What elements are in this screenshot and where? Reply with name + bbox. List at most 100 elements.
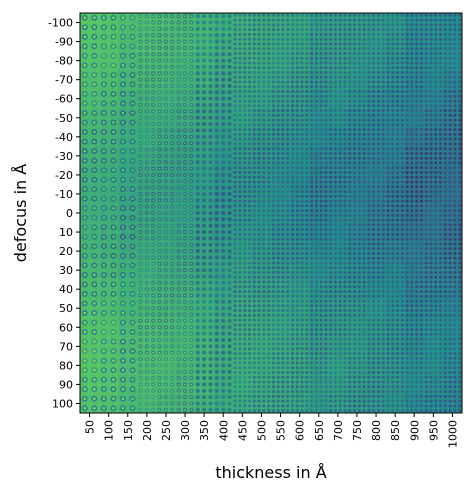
tile-spot-core — [165, 104, 167, 106]
tile-spot — [305, 51, 309, 56]
tile-spot — [214, 344, 219, 349]
tile — [251, 70, 272, 90]
tile-spot — [367, 175, 371, 179]
tile-spot — [305, 337, 309, 341]
tile-spot — [381, 351, 385, 356]
tile-spot-core — [177, 345, 180, 348]
tile-spot — [252, 123, 256, 127]
tile-spot-core — [171, 193, 174, 195]
tile-spot — [281, 47, 285, 51]
tile-spot — [202, 26, 207, 31]
tile-spot — [286, 290, 290, 294]
tile-spot — [329, 399, 333, 403]
tile-spot — [290, 156, 295, 160]
tile-spot-core — [131, 187, 134, 191]
tile-spot — [271, 242, 275, 246]
tile-spot — [267, 390, 271, 394]
tile-spot — [252, 370, 256, 375]
tile-spot — [343, 118, 347, 122]
tile-spot — [343, 151, 347, 156]
tile-spot — [338, 147, 342, 151]
tile-spot — [362, 266, 366, 270]
tile-spot — [214, 191, 219, 196]
tile-spot — [357, 151, 361, 156]
tile-spot — [329, 285, 333, 289]
tile-spot — [310, 61, 314, 65]
tile-spot-core — [152, 212, 155, 214]
tile-spot — [324, 251, 328, 256]
tile-spot — [314, 285, 318, 289]
tile-spot — [290, 394, 295, 398]
tile-spot — [305, 85, 309, 89]
tile-spot-core — [184, 237, 186, 240]
tile-spot — [281, 156, 285, 160]
tile-spot — [329, 299, 333, 303]
tile-spot — [233, 32, 237, 36]
tile-spot — [324, 61, 328, 65]
tile-spot — [295, 18, 299, 22]
tile-spot-core — [112, 302, 115, 305]
tile-spot — [238, 199, 242, 203]
tile-spot-core — [184, 345, 186, 348]
tile-spot-core — [93, 64, 96, 67]
tile-spot — [305, 56, 309, 60]
tile-spot — [238, 228, 242, 232]
tile — [232, 317, 253, 338]
tile-spot — [252, 104, 256, 108]
tile-spot — [362, 304, 366, 308]
tile-spot-core — [93, 121, 96, 124]
tile-spot — [195, 388, 200, 393]
tile-spot-core — [184, 339, 186, 341]
tile-spot — [214, 306, 219, 311]
tile — [328, 279, 348, 300]
tile-spot — [257, 318, 261, 322]
tile-spot — [238, 156, 242, 160]
tile-spot — [202, 223, 207, 228]
tile-spot — [286, 299, 290, 303]
tile-spot — [376, 80, 380, 84]
tile-spot — [290, 175, 295, 179]
tile-spot — [271, 194, 275, 198]
tile-spot — [214, 153, 219, 158]
tile-spot-core — [83, 283, 87, 286]
tile-spot-core — [165, 307, 167, 310]
tile-spot — [353, 242, 357, 246]
tile-spot — [208, 153, 213, 158]
tile-spot — [319, 13, 323, 17]
tile-spot — [267, 375, 271, 379]
tile-spot — [221, 64, 226, 70]
tile-spot — [252, 280, 256, 284]
tile — [271, 336, 291, 357]
tile-spot — [267, 175, 271, 179]
tile-spot — [333, 104, 337, 108]
tile-spot — [276, 61, 280, 65]
tile-spot — [319, 337, 323, 341]
tile-spot-core — [158, 193, 161, 195]
tile-spot — [300, 42, 304, 46]
tile-spot — [367, 213, 371, 217]
tile-spot-core — [184, 116, 186, 119]
tile — [366, 146, 386, 166]
tile-spot — [252, 328, 256, 332]
tile-spot — [247, 213, 252, 217]
tile-spot — [372, 28, 376, 32]
tile-spot — [290, 399, 295, 403]
tile-spot — [305, 180, 309, 184]
tile-spot-core — [158, 389, 161, 392]
tile-spot — [362, 185, 366, 189]
tile-spot — [372, 280, 376, 284]
tile-spot-core — [152, 180, 155, 183]
tile-spot — [329, 123, 333, 127]
tile-spot — [295, 204, 299, 208]
tile-spot — [221, 369, 226, 374]
tile-spot — [227, 90, 232, 95]
tile-spot — [343, 123, 347, 127]
tile-spot — [286, 175, 290, 179]
tile — [347, 279, 367, 300]
tile-spot-core — [184, 110, 186, 113]
tile-spot — [357, 356, 361, 360]
tile-spot — [281, 247, 285, 251]
tile-spot — [227, 287, 232, 292]
tile-spot-core — [190, 104, 193, 106]
tile — [328, 317, 348, 338]
